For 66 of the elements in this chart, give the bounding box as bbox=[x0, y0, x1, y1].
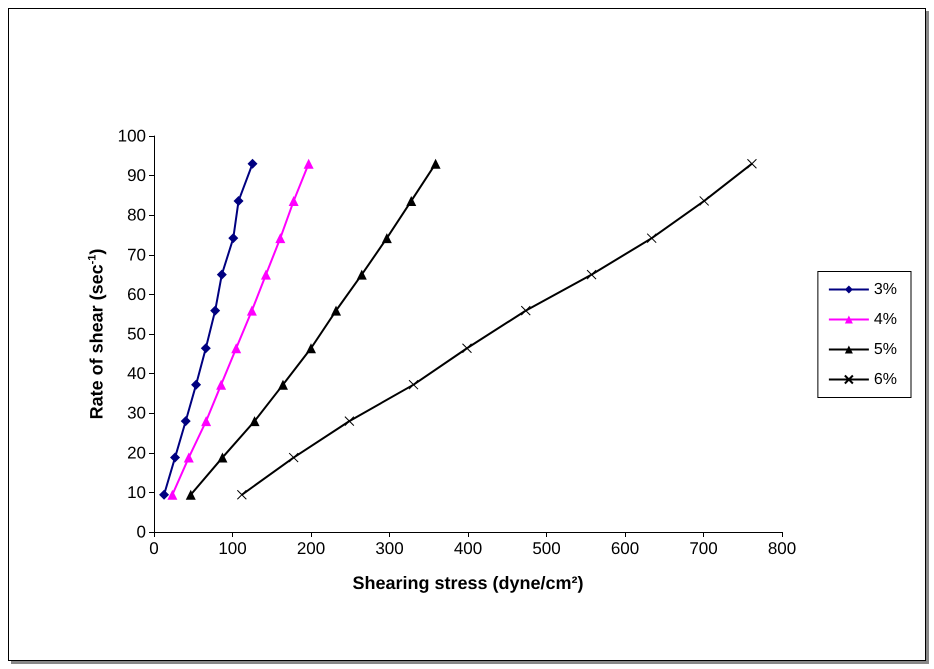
point bbox=[406, 196, 416, 206]
legend-label: 5% bbox=[874, 341, 897, 358]
y-tick-label: 100 bbox=[118, 126, 146, 146]
x-tick-label: 800 bbox=[768, 539, 796, 558]
y-tick-label: 60 bbox=[127, 284, 146, 304]
point bbox=[248, 158, 258, 169]
y-tick-label: 20 bbox=[127, 443, 146, 462]
point bbox=[170, 452, 180, 463]
point bbox=[200, 343, 211, 354]
point bbox=[184, 452, 194, 463]
point bbox=[210, 306, 220, 316]
point bbox=[275, 233, 286, 244]
point bbox=[699, 196, 710, 206]
point bbox=[430, 158, 441, 169]
point bbox=[306, 343, 316, 354]
y-axis-title: Rate of shear (sec-1) bbox=[86, 248, 106, 420]
point bbox=[278, 380, 288, 390]
point bbox=[746, 158, 757, 169]
point bbox=[216, 380, 226, 390]
y-tick-label: 80 bbox=[127, 206, 146, 225]
point bbox=[180, 416, 191, 426]
point bbox=[167, 490, 178, 500]
point bbox=[331, 306, 342, 316]
y-tick-label: 10 bbox=[127, 482, 146, 502]
point bbox=[231, 343, 242, 354]
y-tick-label: 30 bbox=[127, 404, 146, 423]
point bbox=[260, 270, 271, 280]
point bbox=[216, 270, 227, 280]
point bbox=[344, 416, 354, 426]
point bbox=[288, 452, 299, 463]
y-tick-label: 90 bbox=[127, 166, 146, 186]
point bbox=[462, 343, 472, 354]
x-tick-label: 700 bbox=[689, 539, 718, 558]
legend-label: 6% bbox=[874, 371, 897, 388]
x-tick-label: 300 bbox=[375, 539, 404, 558]
point bbox=[217, 452, 228, 463]
point bbox=[408, 380, 419, 390]
x-tick-label: 0 bbox=[149, 539, 159, 558]
point bbox=[304, 158, 314, 169]
y-tick-label: 40 bbox=[127, 364, 146, 384]
point bbox=[356, 270, 367, 280]
legend-label: 4% bbox=[874, 311, 897, 328]
point bbox=[288, 196, 299, 206]
point bbox=[201, 416, 212, 426]
point bbox=[246, 306, 257, 316]
point bbox=[236, 490, 247, 500]
x-tick-label: 600 bbox=[610, 539, 640, 558]
point bbox=[520, 306, 531, 316]
point bbox=[234, 196, 244, 206]
x-tick-label: 500 bbox=[532, 539, 561, 558]
legend-label: 3% bbox=[874, 281, 897, 298]
point bbox=[186, 490, 196, 500]
x-axis-title: Shearing stress (dyne/cm²) bbox=[352, 573, 584, 593]
point bbox=[228, 233, 238, 244]
point bbox=[382, 233, 392, 244]
x-tick-label: 100 bbox=[218, 539, 247, 558]
x-tick-label: 400 bbox=[454, 539, 482, 558]
point bbox=[586, 270, 597, 280]
y-tick-label: 0 bbox=[136, 522, 146, 542]
y-tick-label: 50 bbox=[127, 324, 146, 344]
point bbox=[191, 380, 202, 390]
point bbox=[159, 490, 170, 500]
x-tick-label: 200 bbox=[296, 539, 326, 558]
point bbox=[646, 233, 657, 244]
point bbox=[250, 416, 260, 426]
y-tick-label: 70 bbox=[127, 245, 146, 264]
